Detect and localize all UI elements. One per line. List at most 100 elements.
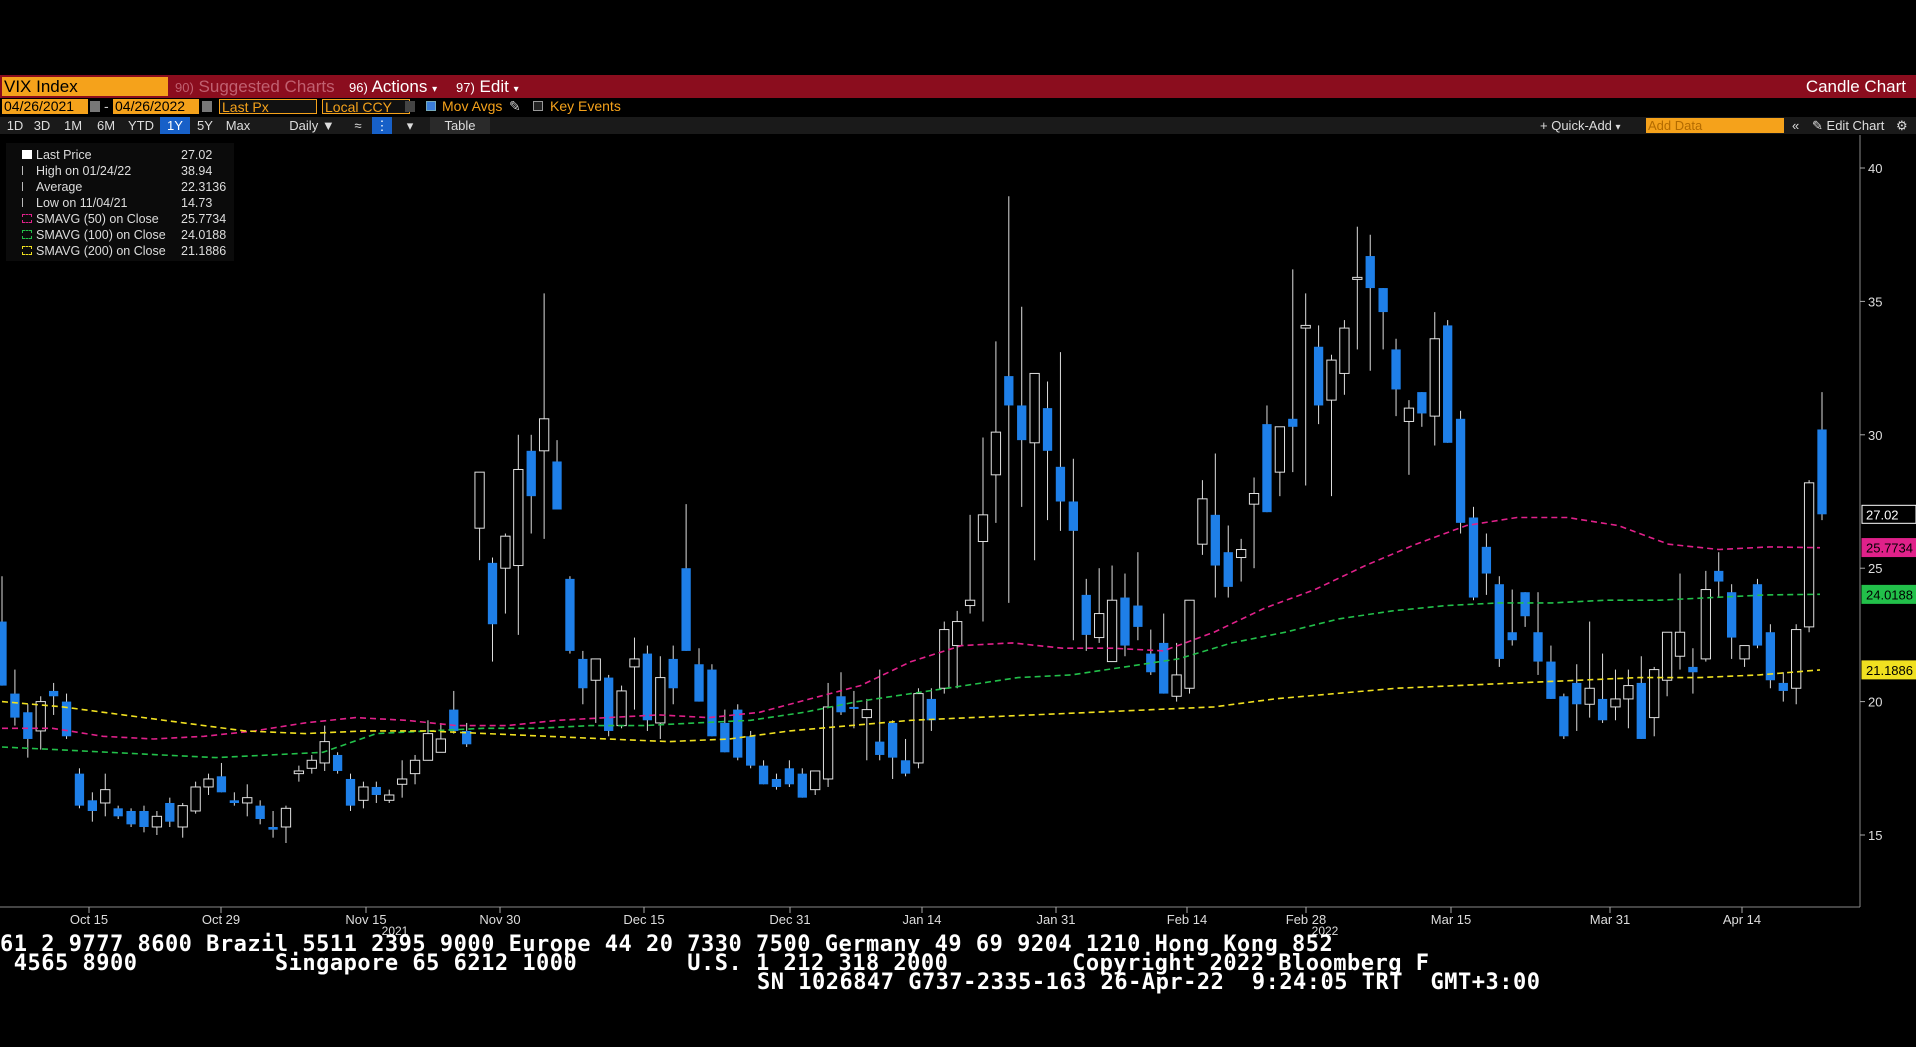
y-tick-label: 20: [1868, 695, 1882, 710]
price-tag: [1861, 584, 1916, 604]
candle-body: [1455, 418, 1466, 523]
currency-select[interactable]: Local CCY: [322, 99, 410, 115]
candle-body: [655, 677, 666, 724]
y-tick-label: 40: [1868, 161, 1882, 176]
period-ytd[interactable]: YTD: [128, 118, 154, 133]
candle-body: [552, 461, 562, 510]
legend-row[interactable]: SMAVG (100) on Close 24.0188: [6, 227, 234, 243]
legend-marker-icon: [22, 246, 32, 255]
candle-chart-icon[interactable]: ⋮: [372, 117, 392, 134]
price-tag: [1861, 504, 1916, 524]
ticker-input[interactable]: VIX Index: [2, 77, 168, 96]
price-tag: [1861, 538, 1916, 558]
chevron-down-icon[interactable]: [405, 101, 415, 112]
mov-avgs-label: Mov Avgs: [442, 98, 503, 114]
candle-body: [1210, 514, 1220, 566]
edit-menu[interactable]: 97) Edit ▾: [456, 77, 519, 96]
period-max[interactable]: Max: [225, 118, 251, 133]
candle-body: [1533, 632, 1543, 662]
legend-name: Last Price: [36, 148, 92, 162]
period-5y[interactable]: 5Y: [197, 118, 213, 133]
legend-row[interactable]: Average 22.3136: [6, 179, 234, 195]
candle-body: [1378, 288, 1388, 313]
edit-label: Edit: [479, 77, 509, 96]
candle-body: [1042, 408, 1053, 451]
frequency-select[interactable]: Daily ▼: [284, 117, 340, 134]
add-data-input[interactable]: Add Data: [1646, 118, 1784, 133]
suggested-charts-menu[interactable]: 90) Suggested Charts: [175, 77, 335, 96]
candle-body: [1391, 349, 1401, 390]
candle-body: [280, 807, 292, 828]
chevron-down-icon[interactable]: ▾: [406, 118, 414, 133]
candle-body: [1443, 325, 1453, 443]
candle-chart[interactable]: 15 20 25 30 35 40 27.02 25.7734 24.0188 21.1886 Oc…: [0, 135, 1916, 935]
period-1y[interactable]: 1Y: [160, 117, 190, 134]
actions-label: Actions: [371, 77, 428, 96]
period-3d[interactable]: 3D: [33, 118, 51, 133]
legend-row[interactable]: Last Price 27.02: [6, 147, 234, 163]
candle-body: [629, 658, 640, 668]
candle-body: [293, 770, 305, 775]
line-chart-icon[interactable]: ≈: [354, 118, 362, 133]
footer-contact-line-2: 4565 8900 Singapore 65 6212 1000 U.S. 1 …: [0, 951, 1430, 976]
period-6m[interactable]: 6M: [96, 118, 116, 133]
candle-body: [1300, 324, 1311, 329]
table-button[interactable]: Table: [430, 117, 490, 134]
year-label: 2021: [382, 924, 409, 935]
candle-body: [396, 778, 408, 785]
start-date-field[interactable]: 04/26/2021: [2, 99, 88, 114]
x-tick-label: Feb 28: [1286, 912, 1326, 927]
suggested-charts-num: 90): [175, 80, 194, 95]
candle-body: [203, 778, 214, 788]
candle-body: [165, 802, 175, 822]
legend-value: 24.0188: [181, 228, 227, 242]
mov-avgs-checkbox[interactable]: [426, 101, 436, 111]
candle-body: [139, 810, 149, 827]
collapse-icon[interactable]: «: [1792, 118, 1800, 133]
candle-body: [435, 738, 447, 753]
legend-name: SMAVG (50) on Close: [36, 212, 159, 226]
period-1d[interactable]: 1D: [6, 118, 24, 133]
legend-row[interactable]: SMAVG (200) on Close 21.1886: [6, 243, 234, 259]
candle-body: [1223, 552, 1233, 587]
legend-marker-icon: [22, 150, 32, 159]
quick-add-menu[interactable]: + Quick-Add ▾: [1540, 117, 1621, 134]
candle-body: [177, 805, 188, 828]
edit-chart-button[interactable]: ✎ Edit Chart: [1812, 117, 1884, 134]
date-separator: -: [104, 98, 109, 114]
legend-name: High on 01/24/22: [36, 164, 132, 178]
end-date-field[interactable]: 04/26/2022: [113, 99, 199, 114]
controls-row: 04/26/2021 - 04/26/2022 Last Px Local CC…: [0, 98, 1916, 115]
key-events-label: Key Events: [550, 98, 621, 114]
candle-body: [1403, 407, 1415, 422]
legend-row[interactable]: SMAVG (50) on Close 25.7734: [6, 211, 234, 227]
candle-body: [771, 778, 782, 787]
candle-body: [422, 733, 434, 761]
candle-body: [1120, 597, 1130, 646]
candle-body: [1623, 685, 1634, 700]
candle-body: [1584, 687, 1595, 705]
candle-body: [216, 776, 227, 793]
candle-body: [1481, 546, 1492, 574]
calendar-icon[interactable]: [90, 101, 100, 112]
gear-icon[interactable]: ⚙: [1896, 118, 1908, 133]
period-1m[interactable]: 1M: [63, 118, 83, 133]
candle-body: [1248, 492, 1260, 505]
pencil-icon[interactable]: ✎: [509, 98, 521, 114]
price-field-select[interactable]: Last Px: [219, 99, 317, 115]
candle-body: [487, 562, 498, 625]
x-tick-label: Dec 15: [623, 912, 664, 927]
legend-row[interactable]: Low on 11/04/21 14.73: [6, 195, 234, 211]
legend-name: Average: [36, 180, 83, 194]
pencil-icon: ✎: [1812, 118, 1823, 133]
candle-body: [977, 514, 989, 543]
legend-row[interactable]: High on 01/24/22 38.94: [6, 163, 234, 179]
actions-menu[interactable]: 96) Actions ▾: [349, 77, 437, 96]
candle-body: [1081, 594, 1091, 635]
candle-body: [35, 701, 46, 732]
year-label: 2022: [1312, 924, 1339, 935]
candle-body: [61, 701, 72, 737]
key-events-checkbox[interactable]: [533, 101, 543, 111]
calendar-icon[interactable]: [202, 101, 212, 112]
candle-body: [810, 770, 821, 791]
